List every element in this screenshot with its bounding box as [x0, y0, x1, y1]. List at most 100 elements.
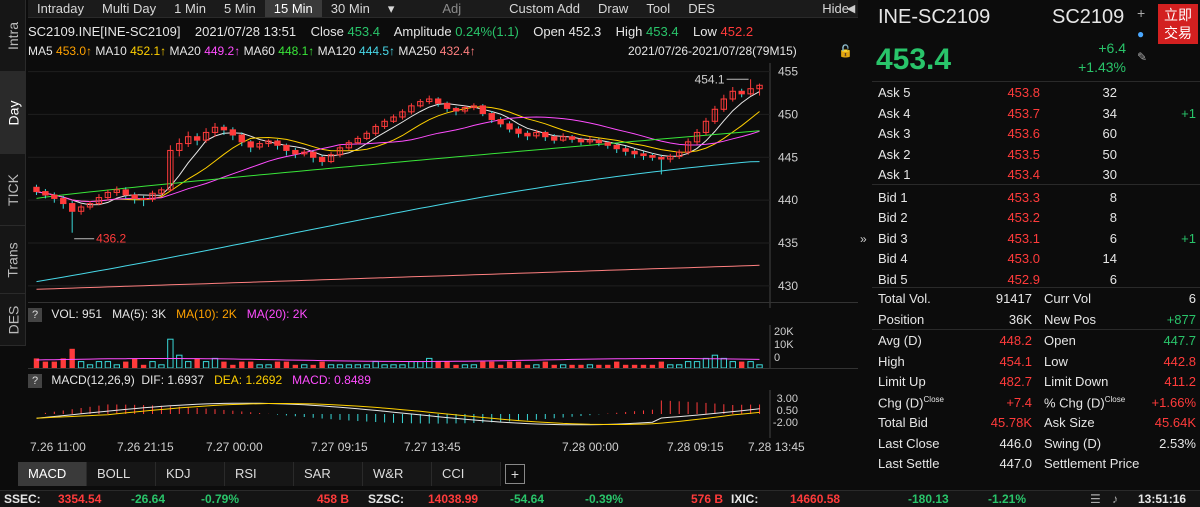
candle-body — [515, 128, 522, 134]
date-range-label: 2021/07/26-2021/07/28(79M15) — [628, 44, 797, 58]
tab-rsi[interactable]: RSI — [225, 462, 294, 486]
candle-body — [301, 151, 308, 155]
stat-value-2: 2.53% — [1159, 435, 1196, 451]
macd-legend: ? MACD(12,26,9) DIF: 1.6937 DEA: 1.2692 … — [28, 373, 371, 388]
hide-button[interactable]: Hide — [822, 1, 849, 16]
chevron-down-icon: ▾ — [387, 1, 395, 16]
order-level-label: Bid 1 — [878, 189, 908, 205]
macd-chart[interactable]: 3.000.50-2.00 — [28, 390, 828, 438]
ma20-line — [36, 116, 760, 203]
expand-panel-handle[interactable]: » — [860, 232, 867, 246]
order-change: +1 — [1181, 230, 1196, 246]
candle-body — [443, 102, 451, 109]
plus-icon[interactable]: + — [1137, 5, 1146, 21]
candle-body — [229, 129, 237, 136]
ask-row[interactable]: Ask 4 453.7 34 +1 — [872, 104, 1200, 125]
candle-body — [622, 148, 629, 152]
stat-row: Position 36K New Pos +877 — [872, 310, 1200, 331]
edit-icon[interactable]: ✎ — [1137, 50, 1148, 64]
macd-dea: DEA: 1.2692 — [214, 373, 283, 387]
ma60-line — [36, 130, 760, 199]
order-level-label: Ask 3 — [878, 126, 911, 141]
volume-legend: ? VOL: 951 MA(5): 3K MA(10): 2K MA(20): … — [28, 307, 307, 322]
bell-icon[interactable]: ● — [1137, 27, 1145, 41]
bid-row[interactable]: Bid 4 453.0 14 — [872, 249, 1200, 270]
stat-label-2: Open — [1044, 333, 1076, 348]
divider — [872, 287, 1200, 288]
period-multi-day[interactable]: Multi Day — [101, 1, 157, 16]
tab-trans[interactable]: Trans — [0, 226, 26, 294]
period-dropdown[interactable]: ▾ — [379, 0, 404, 17]
tab-boll[interactable]: BOLL — [87, 462, 156, 486]
tab-sar[interactable]: SAR — [294, 462, 363, 486]
last-price: 453.4 — [876, 43, 952, 76]
stat-value: 91417 — [995, 291, 1032, 306]
adj-button[interactable]: Adj — [442, 1, 462, 16]
tool-button[interactable]: Tool — [646, 1, 671, 16]
order-qty: 14 — [1102, 251, 1117, 266]
volume-bar — [658, 361, 665, 368]
bid-row[interactable]: Bid 1 453.3 8 — [872, 188, 1200, 209]
speaker-icon[interactable]: ♪ — [1112, 492, 1118, 506]
period-15-min[interactable]: 15 Min — [264, 0, 322, 17]
menu-icon[interactable]: ☰ — [1090, 492, 1101, 506]
tab-macd[interactable]: MACD — [18, 462, 87, 486]
period-1-min[interactable]: 1 Min — [174, 1, 206, 16]
volume-bars — [33, 338, 763, 368]
custom-add-button[interactable]: Custom Add — [509, 1, 580, 16]
ask-row[interactable]: Ask 3 453.6 60 — [872, 124, 1200, 145]
bid-row[interactable]: Bid 5 452.9 6 — [872, 270, 1200, 291]
ixic-change-pct: -1.21% — [988, 492, 1027, 506]
add-indicator-button[interactable]: + — [505, 464, 525, 484]
status-bar: SSEC: 3354.54 -26.64 -0.79% 458 B SZSC: … — [0, 490, 1200, 507]
tab-wr[interactable]: W&R — [363, 462, 432, 486]
clock-time: 13:51:16 — [1138, 492, 1187, 506]
period-5-min[interactable]: 5 Min — [223, 1, 256, 16]
order-qty: 8 — [1109, 210, 1117, 225]
tab-tick[interactable]: TICK — [0, 154, 26, 226]
sse-change-pct: -0.79% — [201, 492, 240, 506]
candle-body — [702, 120, 710, 133]
ask-row[interactable]: Ask 5 453.8 32 — [872, 83, 1200, 104]
candle-body — [77, 206, 85, 212]
des-button[interactable]: DES — [688, 1, 715, 16]
tab-day[interactable]: Day — [0, 72, 26, 154]
stat-row: Chg (D)Close +7.4 % Chg (D)Close +1.66% — [872, 393, 1200, 414]
collapse-right-panel-button[interactable]: ◀ — [844, 0, 858, 18]
ask-row[interactable]: Ask 2 453.5 50 — [872, 145, 1200, 166]
candle-body — [738, 90, 745, 95]
order-price: 453.4 — [1007, 167, 1040, 182]
tab-des[interactable]: DES — [0, 294, 26, 346]
stat-value: 482.7 — [999, 374, 1032, 389]
bid-row[interactable]: Bid 3 453.1 6 +1 — [872, 229, 1200, 250]
bid-row[interactable]: Bid 2 453.2 8 — [872, 208, 1200, 229]
draw-button[interactable]: Draw — [597, 1, 629, 16]
high-annotation: 454.1 — [695, 72, 725, 86]
time-tick-label: 7.27 00:00 — [206, 440, 263, 454]
candle-body — [426, 98, 433, 103]
ask-row[interactable]: Ask 1 453.4 30 — [872, 165, 1200, 186]
candle-body — [149, 192, 156, 200]
tab-intra[interactable]: Intra — [0, 0, 26, 72]
candle-body — [274, 140, 281, 146]
period-30-min[interactable]: 30 Min — [330, 1, 370, 16]
trade-now-button[interactable]: 立即 交易 — [1158, 4, 1198, 44]
candlestick-chart[interactable]: 455 450 445 440 435 430 454.1 436.2 — [28, 63, 828, 308]
stat-value: 36K — [1008, 311, 1032, 327]
lock-icon[interactable]: 🔓 — [838, 44, 853, 58]
time-tick-label: 7.27 13:45 — [404, 440, 461, 454]
help-icon[interactable]: ? — [28, 374, 42, 388]
period-intraday[interactable]: Intraday — [37, 1, 84, 16]
candle-body — [211, 126, 219, 133]
volume-bar — [506, 361, 513, 368]
stat-label: Last Settle — [878, 456, 940, 471]
volume-bar — [542, 361, 548, 368]
stat-value-2: 411.2 — [1164, 374, 1196, 389]
tab-cci[interactable]: CCI — [432, 462, 501, 486]
candle-body — [167, 149, 174, 191]
candle-body — [202, 131, 210, 141]
tab-kdj[interactable]: KDJ — [156, 462, 225, 486]
stat-label-sup: Close — [1104, 394, 1126, 404]
help-icon[interactable]: ? — [28, 308, 42, 322]
